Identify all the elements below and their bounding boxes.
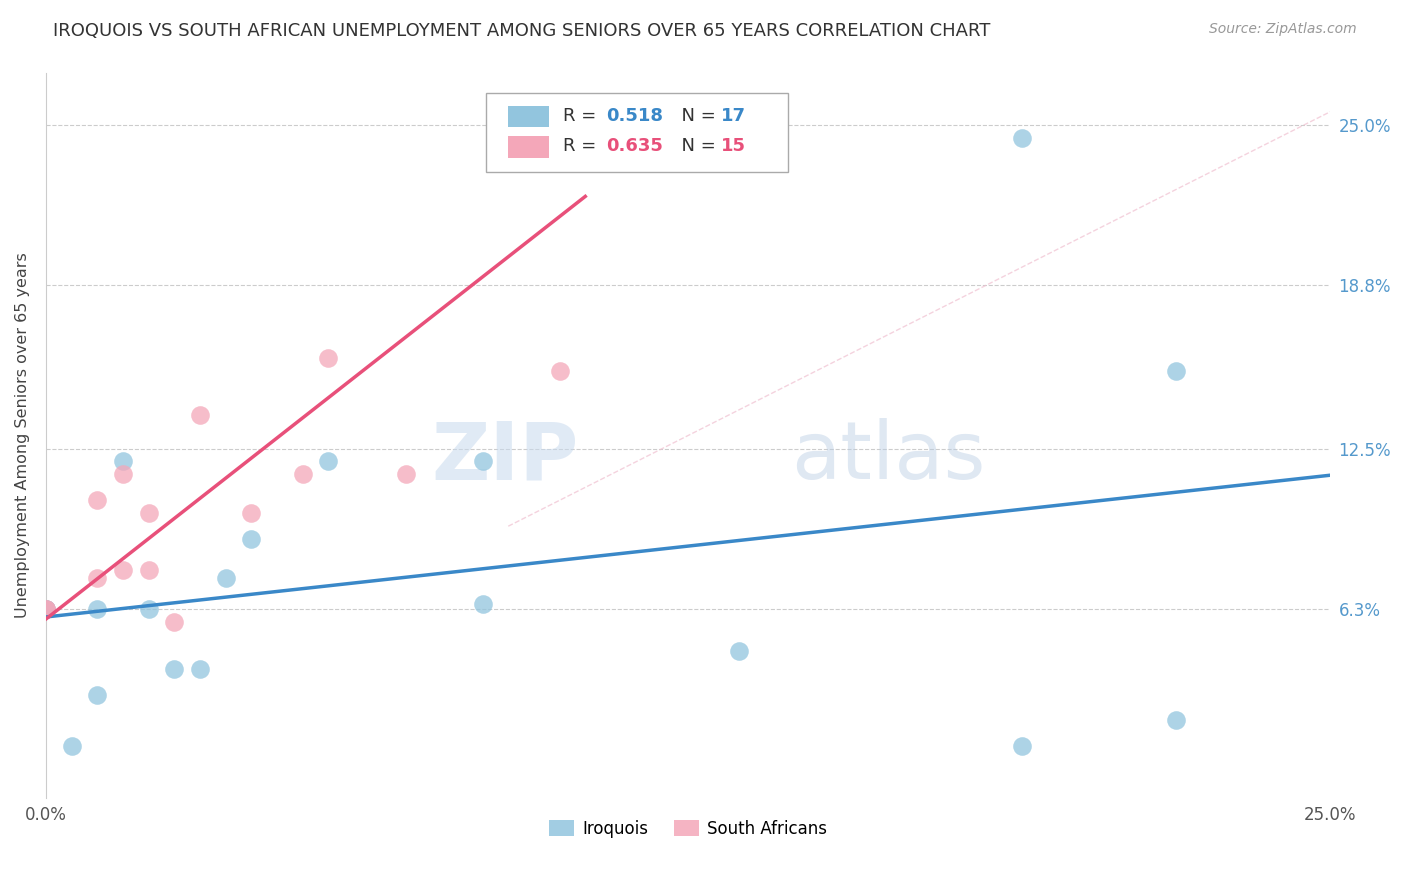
Point: [111, 563, 134, 577]
Text: ZIP: ZIP: [432, 418, 579, 496]
Text: 15: 15: [721, 137, 747, 155]
Point: [138, 506, 160, 520]
Point: [471, 454, 494, 468]
Point: [138, 602, 160, 616]
Text: IROQUOIS VS SOUTH AFRICAN UNEMPLOYMENT AMONG SENIORS OVER 65 YEARS CORRELATION C: IROQUOIS VS SOUTH AFRICAN UNEMPLOYMENT A…: [53, 22, 991, 40]
Point: [35, 602, 58, 616]
Point: [291, 467, 314, 482]
Point: [35, 602, 58, 616]
Point: [86, 493, 108, 508]
Point: [86, 602, 108, 616]
Point: [1164, 714, 1187, 728]
Text: N =: N =: [671, 137, 721, 155]
Point: [188, 408, 211, 422]
Point: [35, 602, 58, 616]
Text: 0.635: 0.635: [606, 137, 662, 155]
Point: [163, 615, 186, 629]
Point: [138, 563, 160, 577]
Point: [86, 571, 108, 585]
FancyBboxPatch shape: [486, 93, 789, 172]
Point: [471, 597, 494, 611]
Point: [35, 602, 58, 616]
Text: atlas: atlas: [790, 418, 986, 496]
Text: N =: N =: [671, 107, 721, 125]
Point: [215, 571, 238, 585]
Point: [318, 351, 340, 365]
Point: [111, 454, 134, 468]
Point: [1164, 364, 1187, 378]
Point: [240, 532, 263, 546]
Point: [548, 364, 571, 378]
Point: [318, 454, 340, 468]
Text: Source: ZipAtlas.com: Source: ZipAtlas.com: [1209, 22, 1357, 37]
Point: [1011, 739, 1033, 754]
Legend: Iroquois, South Africans: Iroquois, South Africans: [543, 813, 834, 844]
Point: [188, 662, 211, 676]
Point: [1011, 130, 1033, 145]
Point: [163, 662, 186, 676]
Text: R =: R =: [564, 107, 602, 125]
FancyBboxPatch shape: [508, 136, 550, 158]
Point: [240, 506, 263, 520]
FancyBboxPatch shape: [508, 105, 550, 128]
Y-axis label: Unemployment Among Seniors over 65 years: Unemployment Among Seniors over 65 years: [15, 252, 30, 618]
Point: [60, 739, 83, 754]
Point: [728, 643, 751, 657]
Text: 17: 17: [721, 107, 747, 125]
Text: R =: R =: [564, 137, 602, 155]
Text: 0.518: 0.518: [606, 107, 662, 125]
Point: [86, 688, 108, 702]
Point: [111, 467, 134, 482]
Point: [394, 467, 416, 482]
